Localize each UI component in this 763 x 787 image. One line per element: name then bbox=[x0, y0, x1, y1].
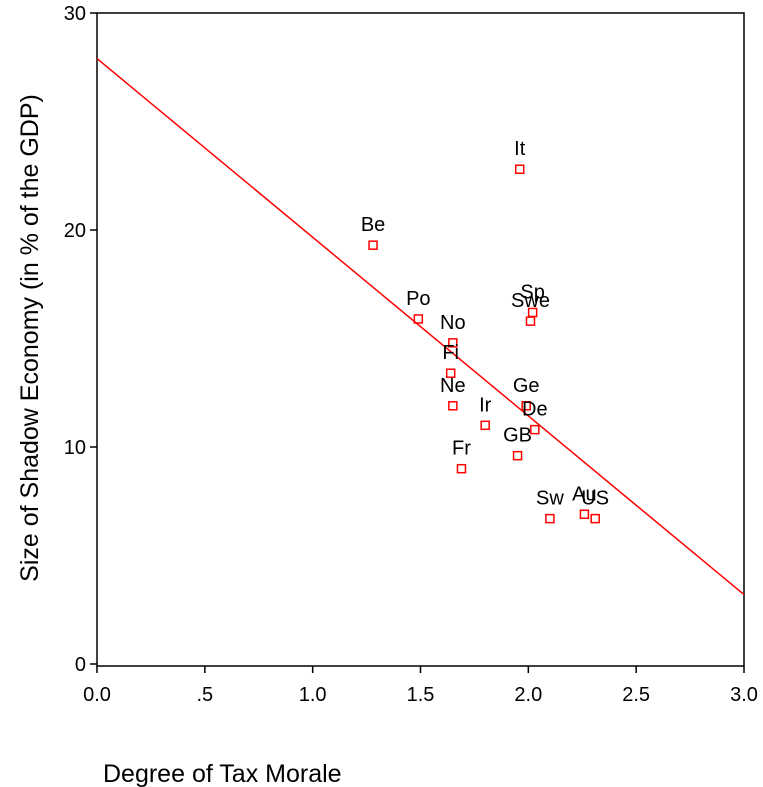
data-point-marker bbox=[448, 401, 458, 411]
data-point-label: Po bbox=[406, 288, 430, 310]
y-axis-title: Size of Shadow Economy (in % of the GDP) bbox=[16, 94, 44, 582]
data-point-marker bbox=[368, 240, 378, 250]
data-point-marker bbox=[456, 463, 467, 474]
data-point-marker bbox=[590, 513, 600, 524]
data-point-marker bbox=[545, 513, 555, 524]
data-point-marker bbox=[413, 314, 424, 324]
data-point-marker bbox=[448, 338, 458, 348]
regression-line bbox=[96, 57, 745, 596]
y-tick-label: 10 bbox=[64, 437, 86, 459]
data-point-marker bbox=[480, 420, 490, 431]
data-point-label: No bbox=[440, 312, 466, 334]
data-point-label: Ne bbox=[440, 375, 466, 397]
axis-ticks: 0.0 .5 1.0 1.5 2.0 2.5 3.0 0 10 20 30 bbox=[64, 3, 758, 706]
data-point-label: It bbox=[514, 138, 526, 160]
data-point-marker bbox=[530, 424, 540, 435]
data-point-label: Fr bbox=[452, 438, 471, 460]
data-point-label: Sw bbox=[536, 488, 564, 510]
data-point-label: US bbox=[581, 488, 609, 510]
x-tick-label: 3.0 bbox=[730, 684, 758, 706]
y-tick-label: 30 bbox=[64, 3, 86, 25]
y-tick-label: 20 bbox=[64, 220, 86, 242]
data-point-marker bbox=[521, 401, 531, 411]
x-tick-label: .5 bbox=[196, 684, 213, 706]
x-tick-label: 2.5 bbox=[622, 684, 650, 706]
x-tick-label: 1.0 bbox=[299, 684, 327, 706]
x-axis-title: Degree of Tax Morale bbox=[103, 760, 342, 787]
data-point-marker bbox=[512, 450, 523, 461]
data-point-marker bbox=[445, 368, 456, 378]
data-point-label: Fi bbox=[442, 342, 459, 364]
x-tick-label: 0.0 bbox=[83, 684, 111, 706]
data-point-marker bbox=[525, 316, 536, 326]
y-tick-label: 0 bbox=[75, 654, 86, 676]
x-tick-label: 1.5 bbox=[407, 684, 435, 706]
data-point-label: GB bbox=[503, 425, 532, 447]
data-point-marker bbox=[579, 509, 590, 520]
data-point-label: Au bbox=[572, 483, 596, 505]
plot-frame bbox=[96, 12, 745, 667]
data-point-label: Ge bbox=[513, 375, 540, 397]
data-point-label: Ir bbox=[479, 394, 492, 416]
data-point-marker bbox=[514, 164, 525, 174]
data-point-label: De bbox=[522, 399, 548, 421]
data-point-label: Swe bbox=[511, 290, 550, 312]
x-tick-label: 2.0 bbox=[514, 684, 542, 706]
data-point-label: Sp bbox=[520, 281, 544, 303]
data-point-label: Be bbox=[361, 214, 385, 236]
